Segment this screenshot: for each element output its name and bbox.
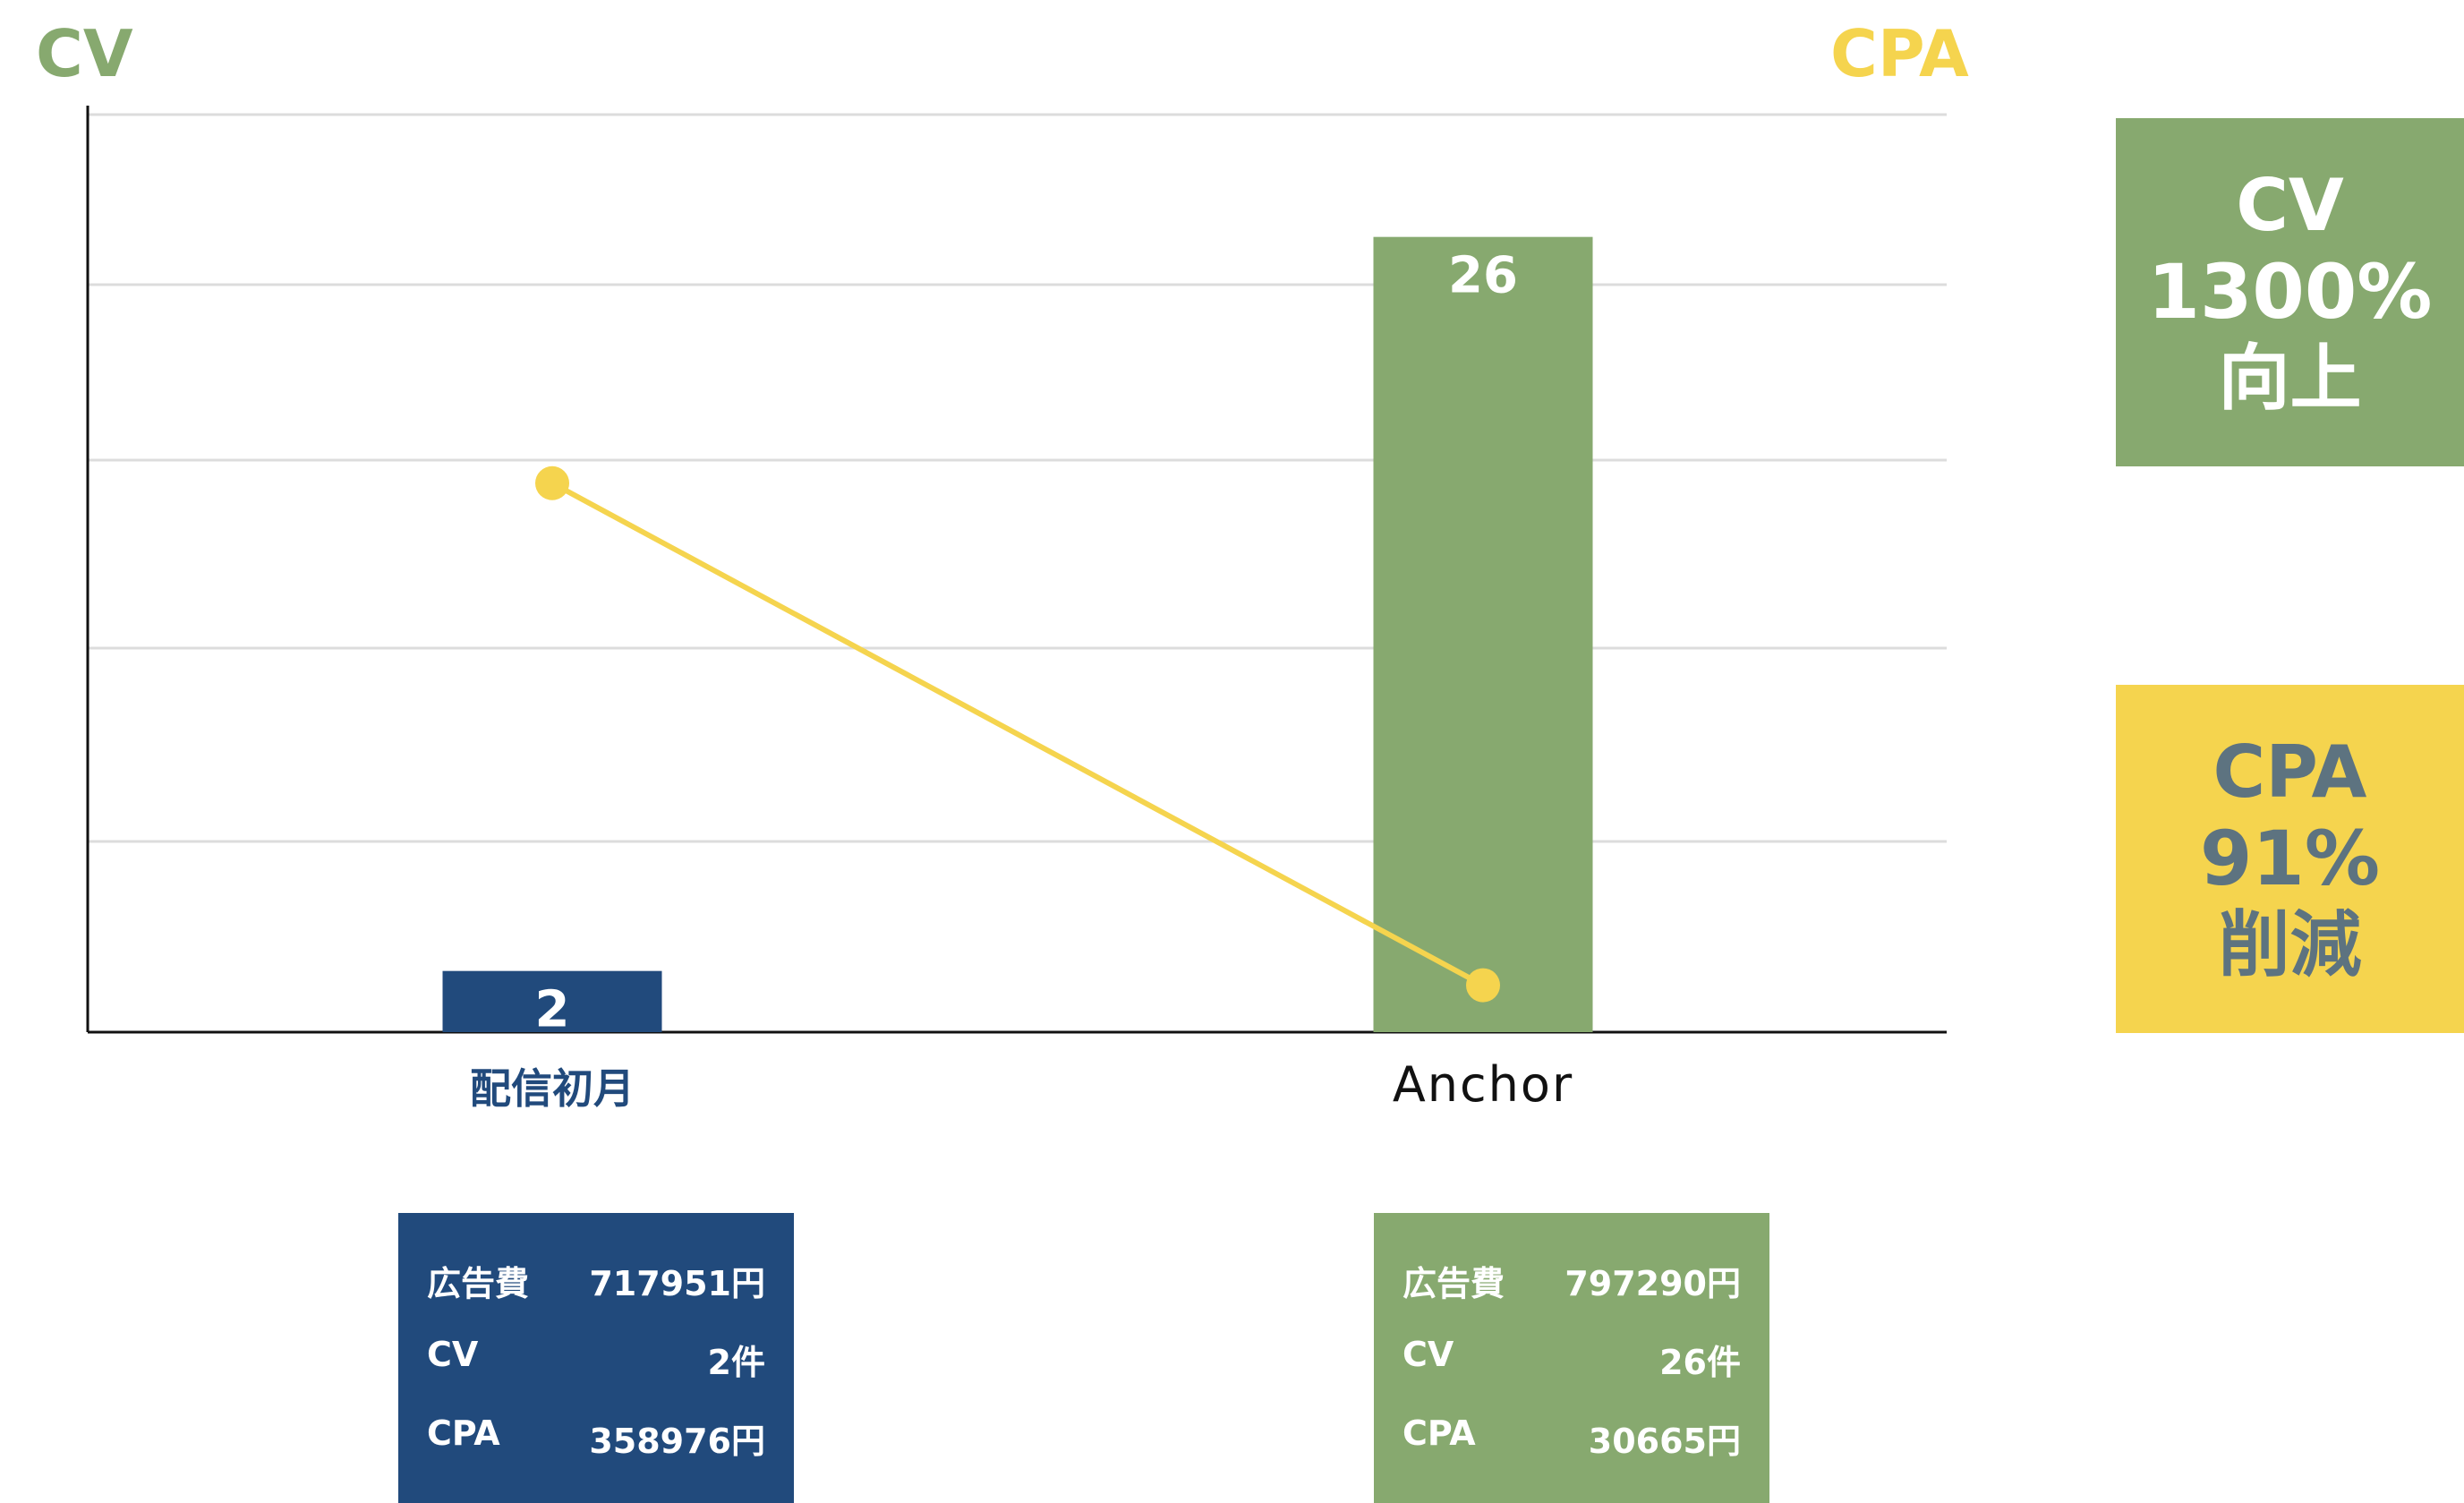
- summary-cpa-caption: 削減: [2218, 903, 2362, 987]
- info-label: 広告費: [427, 1264, 530, 1303]
- summary-cpa-title: CPA: [2212, 730, 2367, 814]
- info-row-cv: CV 26件: [1403, 1335, 1741, 1384]
- cpa-axis-title: CPA: [1830, 16, 1969, 91]
- cv-bar-0: [442, 970, 662, 1032]
- info-row-cpa: CPA 358976円: [427, 1413, 765, 1463]
- info-value: 26件: [1659, 1343, 1741, 1382]
- info-label: 広告費: [1403, 1264, 1505, 1303]
- info-row-cpa: CPA 30665円: [1403, 1413, 1741, 1463]
- cpa-point-1: [1466, 968, 1500, 1003]
- info-label: CPA: [1403, 1413, 1476, 1453]
- info-value: 30665円: [1588, 1422, 1741, 1461]
- info-label: CV: [427, 1335, 479, 1374]
- info-box-anchor: 広告費 797290円 CV 26件 CPA 30665円: [1374, 1213, 1769, 1503]
- cv-bar-label-1: 26: [1448, 247, 1518, 305]
- info-row-cv: CV 2件: [427, 1335, 765, 1384]
- summary-cpa-box: CPA 91% 削減: [2116, 685, 2464, 1033]
- category-label-anchor: Anchor: [1392, 1056, 1574, 1113]
- info-value: 358976円: [589, 1422, 765, 1461]
- info-box-first-month: 広告費 717951円 CV 2件 CPA 358976円: [398, 1213, 794, 1503]
- summary-cv-box: CV 1300% 向上: [2116, 118, 2464, 466]
- info-label: CPA: [427, 1413, 500, 1453]
- info-label: CV: [1403, 1335, 1454, 1374]
- cpa-point-0: [535, 465, 569, 500]
- category-label-first-month: 配信初月: [470, 1064, 635, 1113]
- summary-cv-percent: 1300%: [2147, 247, 2433, 336]
- info-value: 2件: [707, 1343, 765, 1382]
- cpa-line: [550, 481, 1485, 988]
- info-value: 797290円: [1565, 1264, 1741, 1303]
- cv-axis-title: CV: [36, 16, 133, 91]
- info-row-ad-cost: 広告費 717951円: [427, 1256, 765, 1305]
- summary-cv-caption: 向上: [2218, 337, 2362, 421]
- info-row-ad-cost: 広告費 797290円: [1403, 1256, 1741, 1305]
- summary-cpa-percent: 91%: [2199, 814, 2381, 902]
- info-value: 717951円: [589, 1264, 765, 1303]
- cv-bar-1: [1373, 236, 1593, 1033]
- cv-bar-label-0: 2: [535, 981, 570, 1039]
- summary-cv-title: CV: [2236, 163, 2344, 247]
